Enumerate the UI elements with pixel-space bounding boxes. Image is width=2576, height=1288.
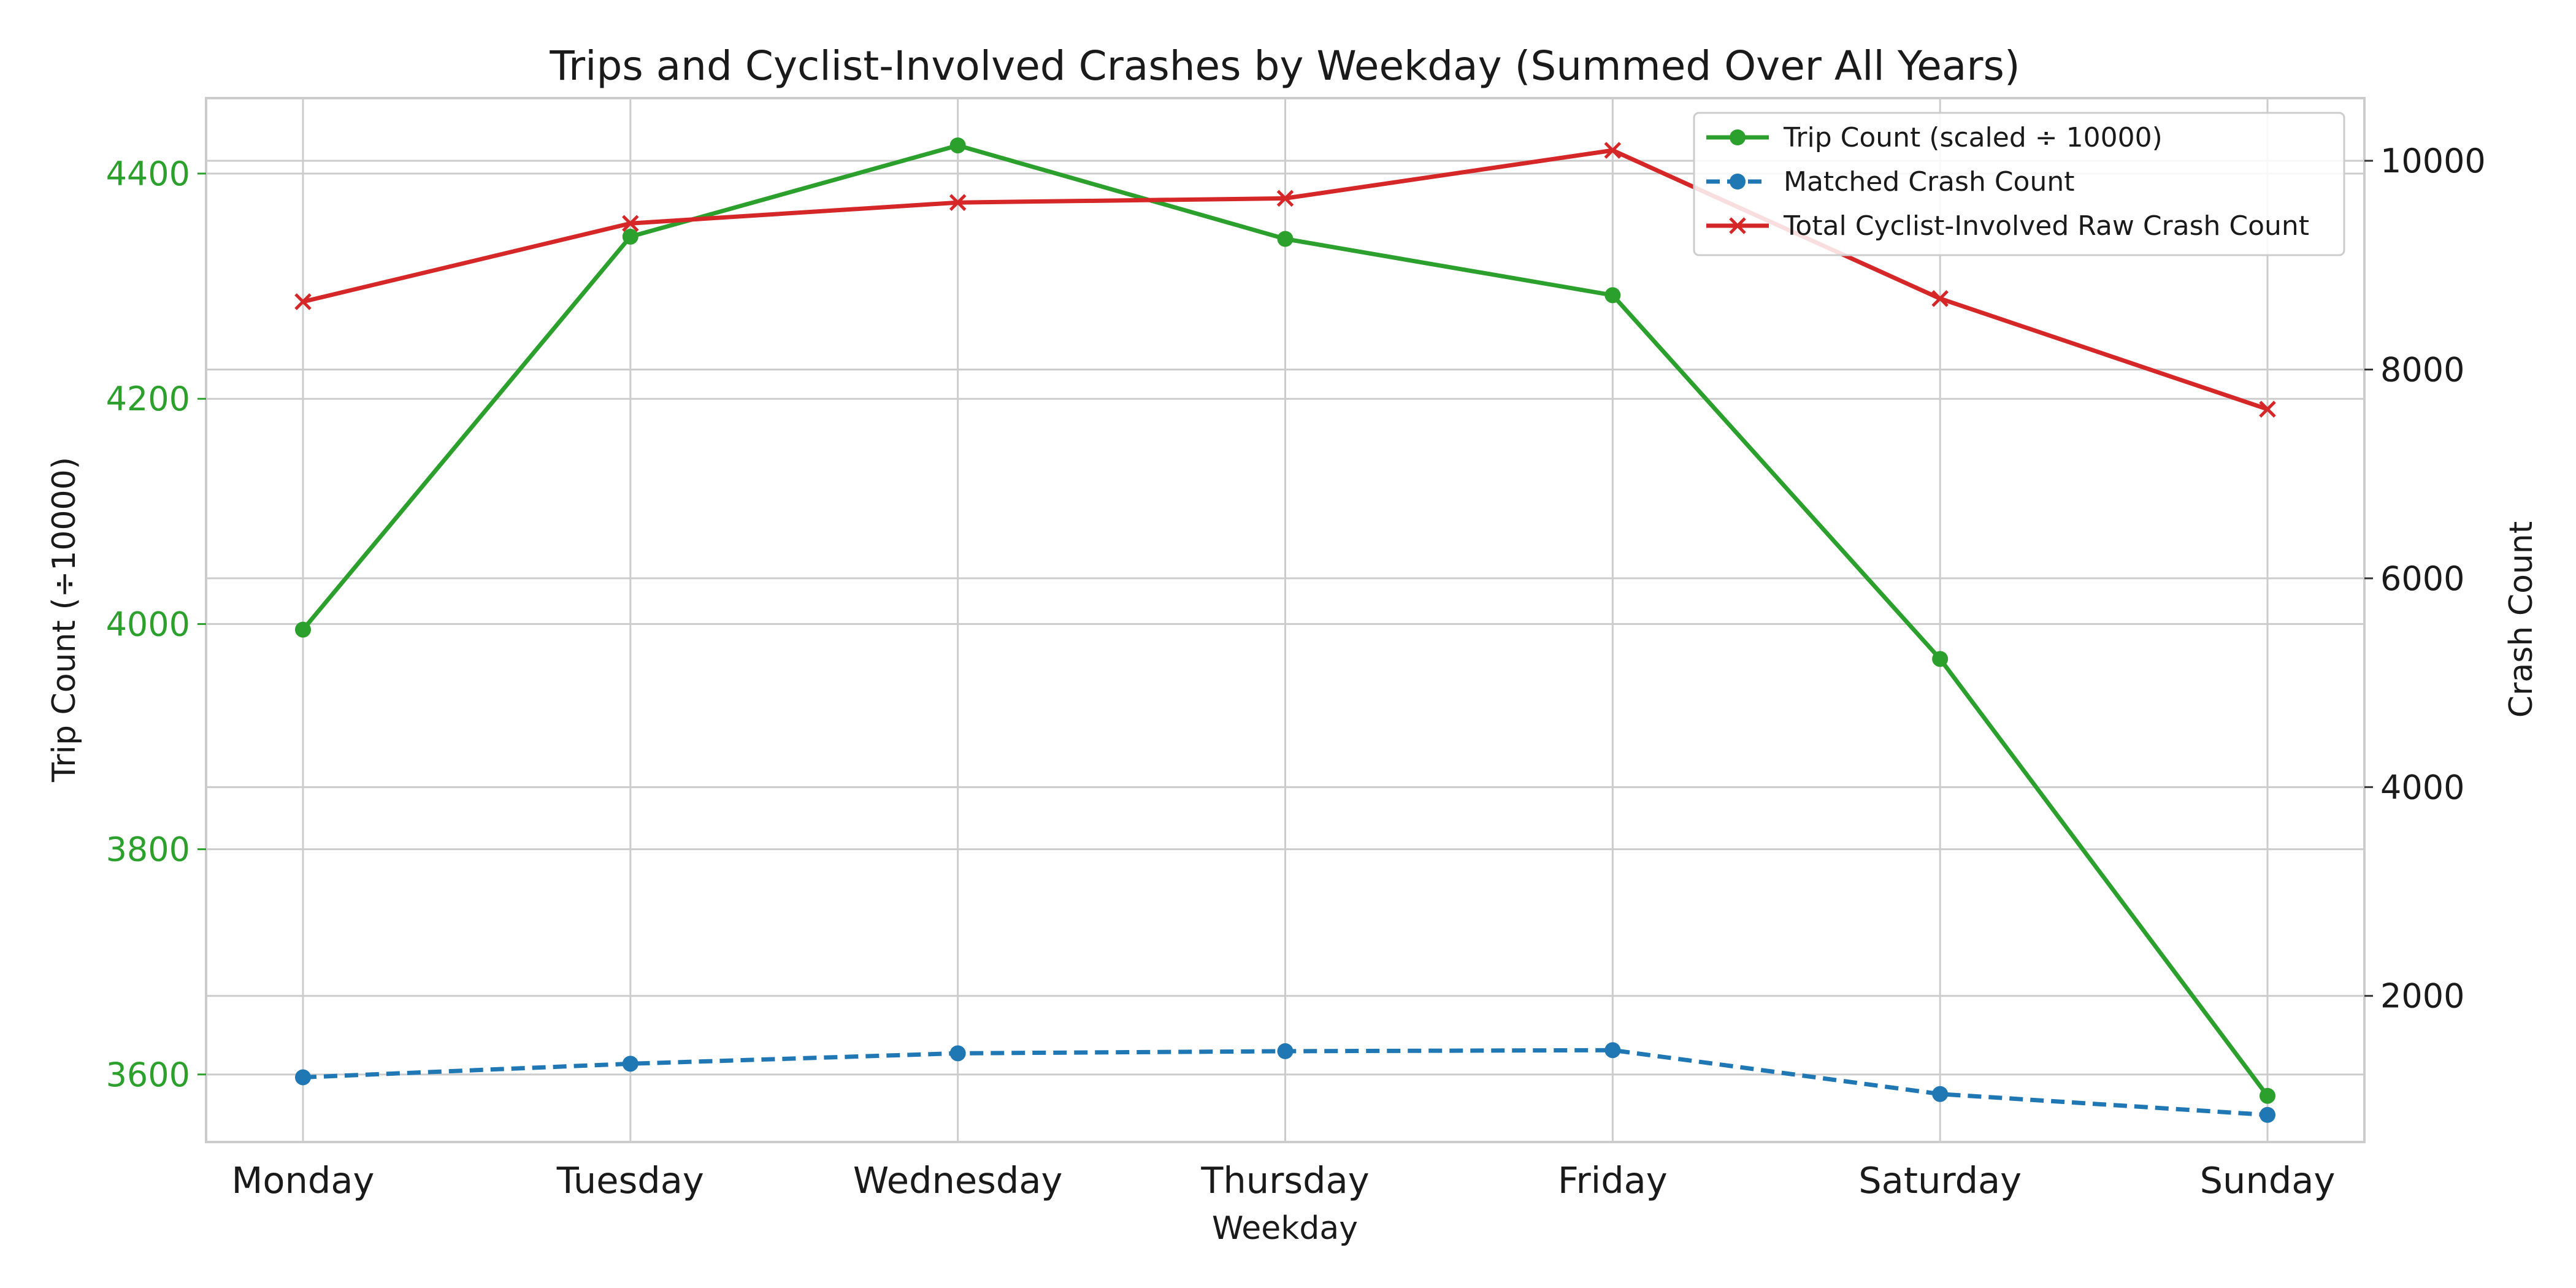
legend-label: Trip Count (scaled ÷ 10000): [1783, 122, 2163, 153]
ticks-layer: Monday Tuesday Wednesday Thursday Friday Satu…: [106, 142, 2486, 1202]
data-point: [1277, 231, 1294, 247]
x-marker-stroke: [1604, 142, 1622, 159]
data-point: [622, 228, 638, 245]
x-tick-label: Wednesday: [853, 1159, 1063, 1202]
grid-layer: [206, 98, 2364, 1142]
series-layer: [294, 137, 2276, 1123]
y-left-tick-label: 4200: [106, 380, 190, 418]
legend-marker: [1730, 174, 1746, 190]
x-marker-stroke: [1931, 290, 1949, 307]
data-point: [1604, 142, 1622, 159]
plot-frame: [205, 97, 2366, 1143]
data-point: [2260, 1106, 2275, 1123]
x-marker-stroke: [949, 194, 967, 211]
data-point: [1276, 190, 1294, 207]
data-point: [949, 1045, 966, 1062]
x-tick-label: Monday: [232, 1159, 375, 1202]
x-marker-stroke: [622, 215, 639, 232]
data-point: [1604, 1042, 1621, 1059]
x-marker-stroke: [294, 293, 312, 310]
x-tick-label: Saturday: [1858, 1159, 2022, 1202]
x-axis-label: Weekday: [1212, 1210, 1358, 1247]
data-point: [1931, 290, 1949, 307]
x-tick-label: Sunday: [2200, 1159, 2336, 1202]
x-tick-label: Tuesday: [556, 1159, 704, 1202]
data-point: [295, 1069, 311, 1086]
legend-box: [1693, 112, 2345, 256]
y-axis-label-left: Trip Count (÷10000): [46, 457, 83, 783]
x-marker-stroke: [2259, 401, 2276, 418]
y-left-tick-label: 3600: [106, 1056, 190, 1094]
data-point: [949, 137, 966, 154]
y-right-tick-label: 6000: [2380, 559, 2464, 598]
y-left-tick-label: 4000: [106, 605, 190, 643]
data-point: [2259, 401, 2276, 418]
data-point: [1932, 1086, 1949, 1102]
y-right-tick-label: 8000: [2380, 351, 2464, 389]
data-point: [1932, 651, 1949, 667]
data-point: [622, 215, 639, 232]
legend-marker: [1730, 129, 1746, 145]
legend-marker: [1729, 217, 1746, 234]
data-point: [622, 1056, 638, 1072]
y-right-tick-label: 10000: [2380, 142, 2486, 180]
data-point: [295, 621, 311, 638]
data-point: [949, 194, 967, 211]
data-point: [2260, 1087, 2275, 1104]
legend: Trip Count (scaled ÷ 10000) Matched Crash…: [1693, 112, 2345, 256]
x-tick-label: Thursday: [1200, 1159, 1369, 1202]
y-right-tick-label: 4000: [2380, 768, 2464, 807]
legend-label: Matched Crash Count: [1784, 166, 2074, 197]
y-axis-label-right: Crash Count: [2503, 521, 2540, 718]
y-left-tick-label: 3800: [106, 830, 190, 869]
chart-title: Trips and Cyclist-Involved Crashes by We…: [549, 42, 2020, 90]
legend-label: Total Cyclist-Involved Raw Crash Count: [1783, 210, 2309, 242]
data-point: [1277, 1043, 1294, 1059]
x-marker-stroke: [1276, 190, 1294, 207]
x-tick-label: Friday: [1558, 1159, 1668, 1202]
data-point: [294, 293, 312, 310]
data-point: [1604, 287, 1621, 304]
y-right-tick-label: 2000: [2380, 977, 2464, 1016]
y-left-tick-label: 4400: [106, 155, 190, 193]
